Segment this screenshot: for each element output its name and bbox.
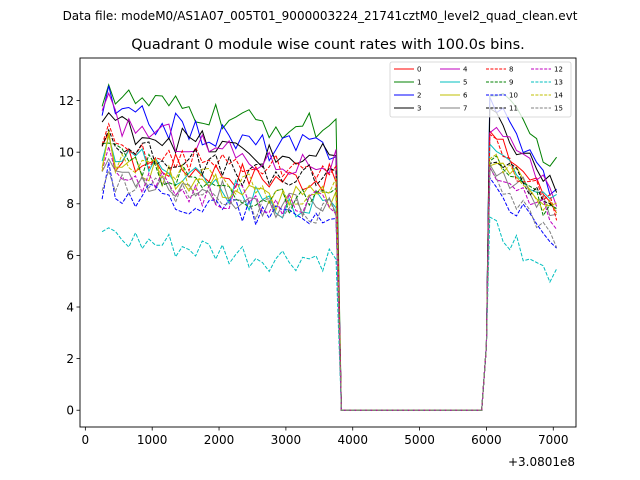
chart-suptitle: Data file: modeM0/AS1A07_005T01_90000032… bbox=[63, 9, 578, 23]
legend-label: 0 bbox=[417, 66, 421, 74]
series-line-4 bbox=[101, 91, 558, 411]
series-line-13 bbox=[101, 216, 558, 411]
x-tick-label: 1000 bbox=[137, 433, 168, 447]
plot-lines bbox=[101, 83, 558, 411]
legend-label: 10 bbox=[509, 92, 518, 100]
legend-label: 13 bbox=[554, 79, 563, 87]
legend-label: 5 bbox=[463, 79, 467, 87]
x-offset-label: +3.0801e8 bbox=[508, 455, 575, 469]
x-tick-label: 6000 bbox=[471, 433, 502, 447]
series-line-8 bbox=[101, 122, 558, 411]
plot-frame bbox=[79, 57, 577, 428]
legend-label: 8 bbox=[509, 66, 513, 74]
x-tick-label: 0 bbox=[82, 433, 90, 447]
legend-label: 4 bbox=[463, 66, 468, 74]
series-line-5 bbox=[101, 133, 557, 411]
x-tick-label: 2000 bbox=[204, 433, 235, 447]
y-tick-label: 10 bbox=[59, 145, 74, 159]
y-tick-label: 6 bbox=[66, 249, 74, 263]
y-axis: 0 2 4 6 8 10 12 bbox=[59, 94, 80, 418]
legend-label: 6 bbox=[463, 92, 468, 100]
x-axis: 0 1000 2000 3000 4000 5000 6000 7000 bbox=[82, 427, 569, 447]
series-line-14 bbox=[101, 130, 558, 411]
y-tick-label: 4 bbox=[66, 300, 74, 314]
legend-label: 11 bbox=[509, 105, 518, 113]
series-line-3 bbox=[101, 107, 558, 411]
x-tick-label: 4000 bbox=[337, 433, 368, 447]
legend-label: 1 bbox=[417, 79, 421, 87]
series-line-12 bbox=[101, 144, 557, 411]
legend-label: 7 bbox=[463, 105, 467, 113]
legend-label: 12 bbox=[554, 66, 563, 74]
legend-frame bbox=[389, 61, 572, 118]
legend-label: 3 bbox=[417, 105, 421, 113]
y-tick-label: 0 bbox=[66, 404, 74, 418]
y-tick-label: 8 bbox=[66, 197, 74, 211]
series-line-15 bbox=[101, 165, 558, 411]
legend-label: 9 bbox=[509, 79, 513, 87]
x-tick-label: 7000 bbox=[538, 433, 569, 447]
legend-label: 14 bbox=[554, 92, 563, 100]
series-line-9 bbox=[102, 142, 557, 411]
x-tick-label: 5000 bbox=[404, 433, 435, 447]
y-tick-label: 2 bbox=[66, 352, 74, 366]
legend-label: 15 bbox=[554, 105, 563, 113]
chart-title: Quadrant 0 module wise count rates with … bbox=[131, 37, 525, 53]
y-tick-label: 12 bbox=[59, 94, 74, 108]
x-tick-label: 3000 bbox=[271, 433, 302, 447]
legend-label: 2 bbox=[417, 92, 421, 100]
